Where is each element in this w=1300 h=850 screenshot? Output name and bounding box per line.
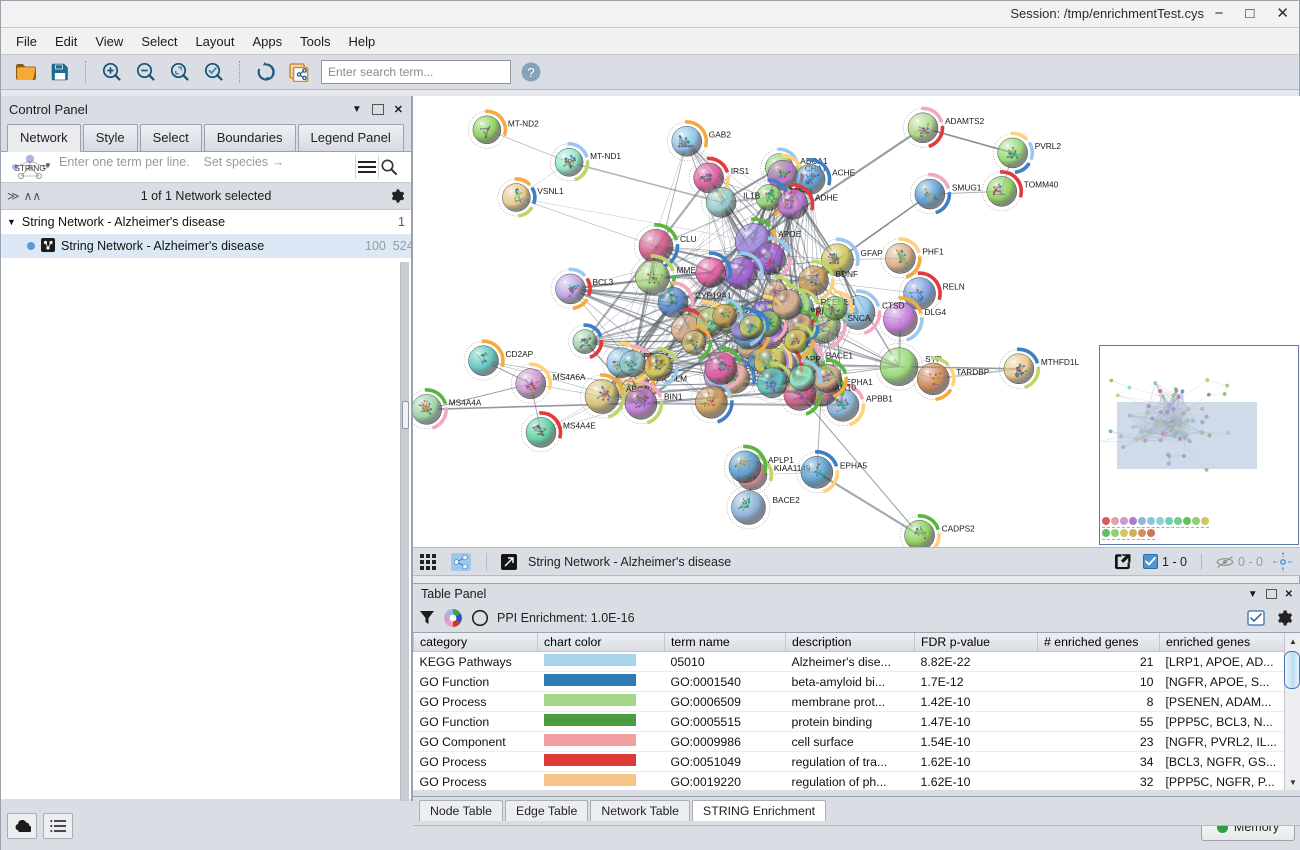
svg-text:APLP1: APLP1: [768, 455, 794, 465]
svg-text:PHF1: PHF1: [922, 247, 944, 257]
svg-text:RELN: RELN: [943, 282, 965, 292]
svg-text:MTHFD1L: MTHFD1L: [1041, 357, 1080, 367]
svg-text:APOE: APOE: [778, 229, 802, 239]
svg-text:GAB2: GAB2: [709, 130, 732, 140]
svg-text:CLU: CLU: [680, 234, 697, 244]
svg-text:CTSD: CTSD: [882, 300, 905, 310]
svg-text:DLG4: DLG4: [924, 307, 946, 317]
svg-text:TOMM40: TOMM40: [1024, 180, 1059, 190]
svg-text:ADAMTS2: ADAMTS2: [945, 116, 985, 126]
svg-text:EPHA5: EPHA5: [840, 460, 868, 470]
svg-text:MS4A4E: MS4A4E: [563, 421, 596, 431]
svg-text:BIN1: BIN1: [664, 391, 683, 401]
svg-text:CD2AP: CD2AP: [506, 349, 534, 359]
svg-text:STRING: STRING: [14, 163, 45, 173]
svg-text:MT-ND1: MT-ND1: [590, 151, 621, 161]
svg-text:GFAP: GFAP: [861, 248, 884, 258]
svg-text:VSNL1: VSNL1: [537, 186, 564, 196]
svg-text:PVRL2: PVRL2: [1035, 141, 1062, 151]
svg-text:APBB1: APBB1: [866, 393, 893, 403]
svg-text:MS4A4A: MS4A4A: [449, 398, 482, 408]
svg-text:?: ?: [527, 65, 534, 80]
svg-text:MS4A6A: MS4A6A: [553, 372, 586, 382]
svg-text:IRS1: IRS1: [731, 166, 750, 176]
svg-text:MT-ND2: MT-ND2: [508, 118, 539, 128]
svg-text:CADPS2: CADPS2: [942, 524, 976, 534]
svg-text:ACHE: ACHE: [832, 168, 856, 178]
svg-text:BACE2: BACE2: [773, 495, 801, 505]
svg-text:MME: MME: [677, 265, 697, 275]
svg-text:SMUG1: SMUG1: [952, 182, 982, 192]
svg-text:TARDBP: TARDBP: [956, 367, 990, 377]
svg-text:BDNF: BDNF: [836, 269, 859, 279]
svg-text:ADHE: ADHE: [815, 193, 839, 203]
svg-text:SNCA: SNCA: [847, 313, 871, 323]
svg-text:IL1B: IL1B: [743, 191, 761, 201]
svg-text:BCL3: BCL3: [593, 277, 614, 287]
